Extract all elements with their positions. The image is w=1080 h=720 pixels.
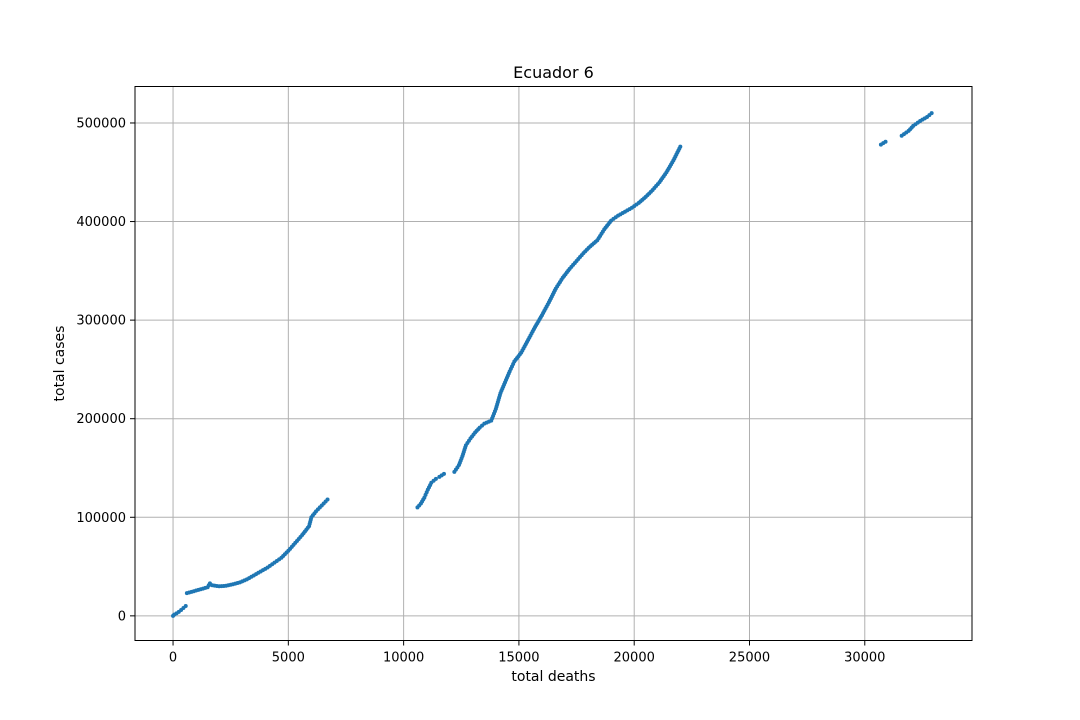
- grid: [135, 86, 972, 641]
- data-point: [183, 603, 188, 608]
- x-tick-label: 20000: [614, 651, 655, 666]
- data-point: [433, 476, 438, 481]
- x-tick-label: 30000: [844, 651, 885, 666]
- y-axis: 0 100000 200000 300000 400000 500000: [76, 116, 135, 624]
- y-tick-label: 400000: [76, 215, 126, 230]
- y-tick-label: 300000: [76, 314, 126, 329]
- data-point: [325, 497, 330, 502]
- data-point: [929, 111, 934, 116]
- data-point: [883, 139, 888, 144]
- x-tick-label: 5000: [272, 651, 305, 666]
- y-axis-label: total cases: [52, 326, 68, 402]
- x-tick-label: 25000: [729, 651, 770, 666]
- data-points: [171, 111, 934, 618]
- data-point: [441, 471, 446, 476]
- x-tick-label: 15000: [498, 651, 539, 666]
- y-tick-label: 500000: [76, 116, 126, 131]
- x-axis: 0 5000 10000 15000 20000 25000 30000: [169, 640, 885, 666]
- x-tick-label: 0: [169, 651, 177, 666]
- y-tick-label: 100000: [76, 511, 126, 526]
- x-tick-label: 10000: [383, 651, 424, 666]
- y-tick-label: 200000: [76, 412, 126, 427]
- data-point: [678, 144, 683, 149]
- y-tick-label: 0: [118, 609, 126, 624]
- plot-frame: [134, 86, 973, 641]
- x-axis-label: total deaths: [511, 669, 595, 685]
- chart-title: Ecuador 6: [513, 63, 594, 82]
